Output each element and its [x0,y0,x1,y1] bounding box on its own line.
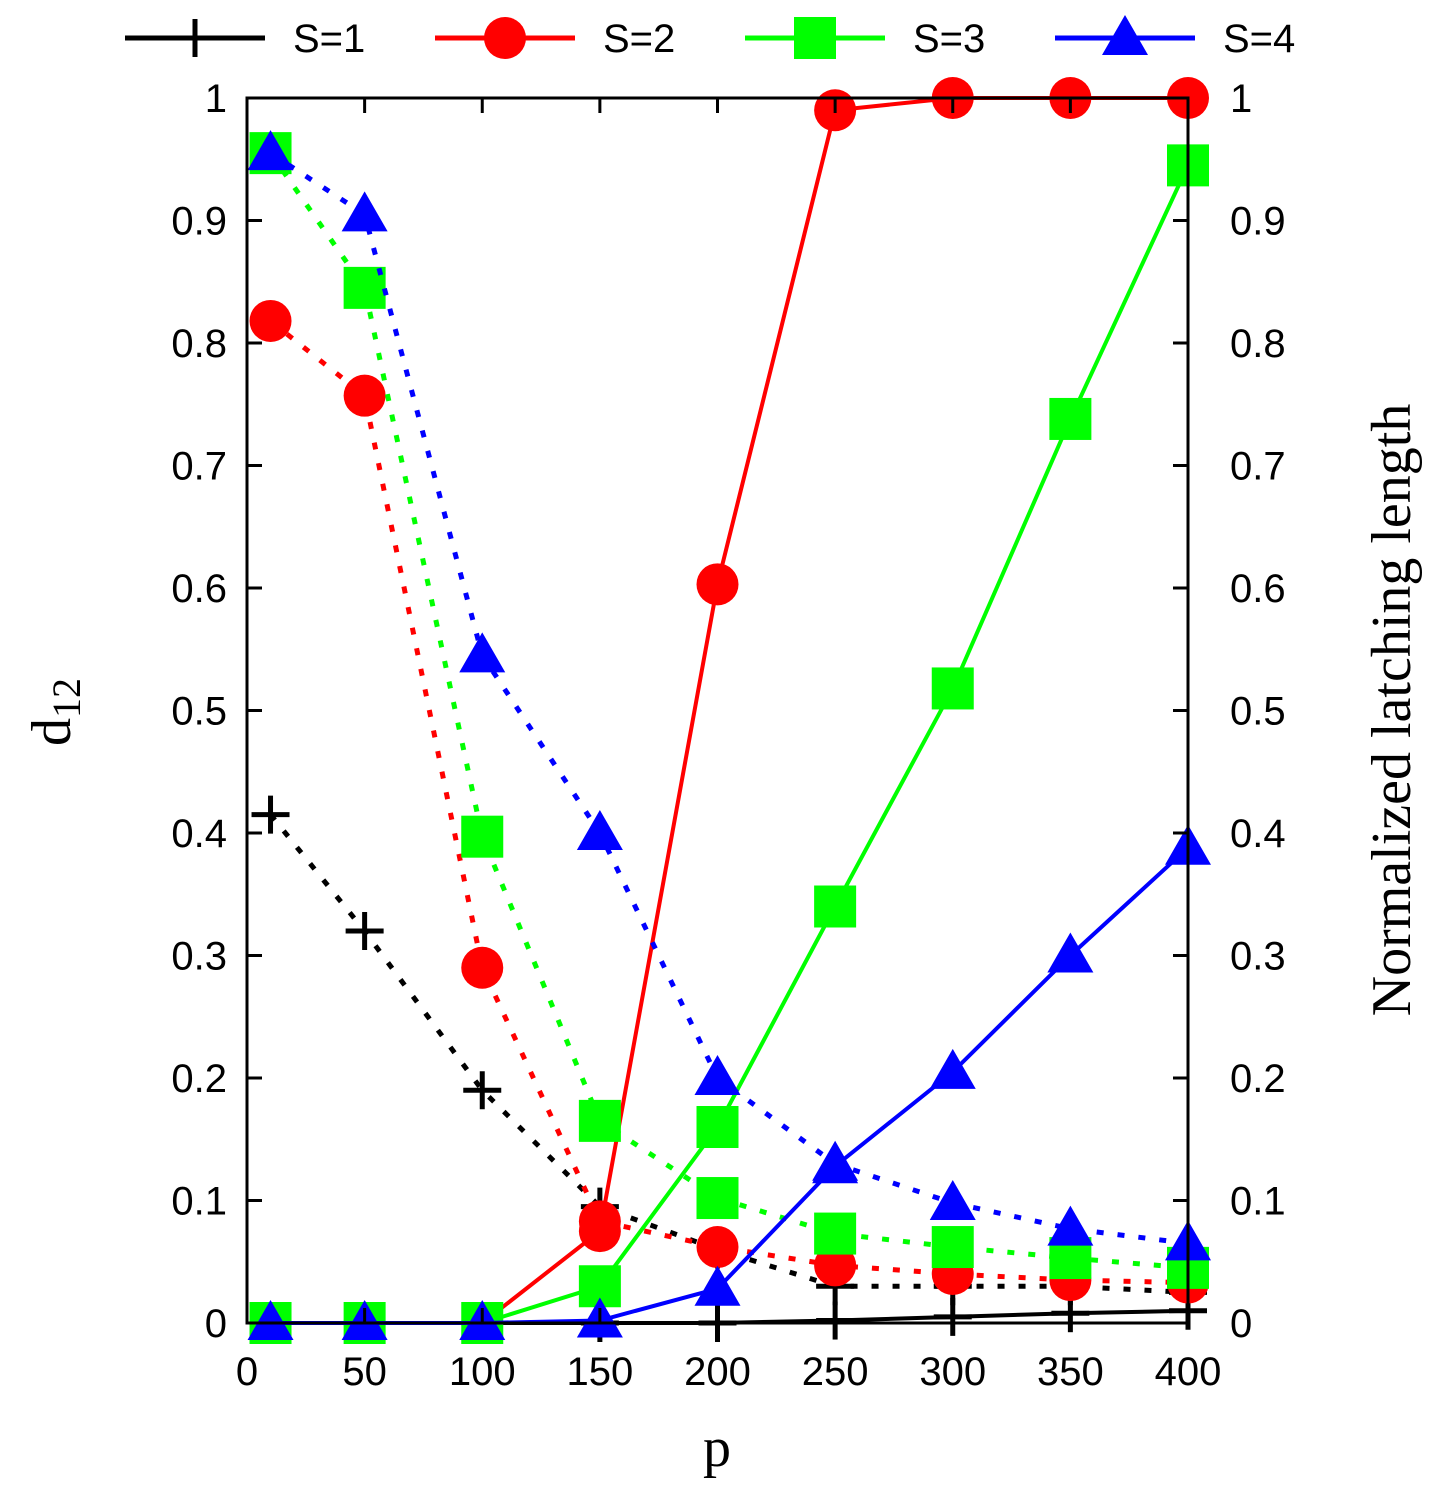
legend-item-s4: S=4 [1055,15,1295,61]
legend-marker-s4 [1102,15,1148,55]
d12-point-s4 [247,130,294,171]
d12-point-s2 [343,374,386,417]
latching-point-s2 [696,563,739,606]
latching-line-s3 [270,164,1190,1325]
d12-point-s2 [814,1244,857,1287]
y-tick-label: 0.6 [171,567,227,611]
y-tick-label: 0.9 [171,200,227,244]
y-tick-label: 0.2 [171,1057,227,1101]
legend-label-s1: S=1 [293,17,365,61]
d12-point-s4 [694,1055,741,1095]
y2-tick-label: 0.4 [1230,812,1286,856]
d12-point-s4 [459,632,506,673]
latching-point-s4 [694,1265,741,1306]
y-axis-title: d12 [21,678,89,746]
y2-tick-label: 0.3 [1230,935,1286,979]
y2-tick-label: 0.8 [1230,322,1286,366]
legend-label-s4: S=4 [1223,17,1295,61]
legend-item-s1: S=1 [125,17,365,61]
d12-point-s4 [929,1179,976,1220]
y-tick-label: 0.3 [171,935,227,979]
d12-point-s2 [696,1226,739,1269]
y2-tick-label: 0.5 [1230,690,1286,734]
latching-point-s3 [1049,397,1092,440]
x-tick-label: 250 [802,1350,869,1394]
x-tick-label: 350 [1037,1350,1104,1394]
d12-point-s3 [696,1177,739,1220]
y-tick-label: 0.8 [171,322,227,366]
d12-point-s1 [463,1071,502,1110]
d12-point-s3 [578,1099,621,1142]
series-s2 [249,77,1209,1344]
y2-tick-label: 0.2 [1230,1057,1286,1101]
y2-axis-title: Normalized latching length [1361,404,1423,1017]
y2-tick-label: 1 [1230,77,1252,121]
latching-point-s4 [1047,932,1094,973]
x-tick-label: 0 [236,1350,258,1394]
latching-point-s3 [696,1106,739,1148]
y-tick-label: 0.5 [171,690,227,734]
y2-tick-label: 0.1 [1230,1180,1286,1224]
y2-tick-label: 0 [1230,1302,1252,1346]
d12-line-s3 [268,151,1189,1271]
d12-point-s4 [1047,1205,1094,1246]
d12-point-s2 [249,299,292,342]
latching-point-s2 [578,1210,621,1253]
latching-point-s4 [247,1300,294,1340]
legend-marker-s3 [794,17,836,59]
y-tick-label: 0.4 [171,812,227,856]
d12-line-s1 [268,813,1189,1295]
legend-label-s3: S=3 [913,17,985,61]
d12-point-s4 [576,810,623,850]
d12-point-s1 [345,912,384,950]
latching-point-s3 [814,885,857,928]
x-tick-label: 300 [919,1350,986,1394]
d12-point-s4 [341,191,388,232]
legend-item-s3: S=3 [745,17,985,61]
d12-point-s1 [251,795,290,834]
y-axis-title-main: d [21,718,83,746]
latching-point-s3 [931,667,974,710]
d12-point-s3 [814,1212,857,1255]
y-tick-label: 0.7 [171,445,227,489]
x-axis-title: p [703,1417,731,1479]
legend: S=1 S=2 S=3 S=4 [125,15,1295,61]
x-tick-label: 50 [342,1350,387,1394]
x-tick-label: 150 [567,1350,634,1394]
d12-point-s2 [461,946,504,989]
legend-item-s2: S=2 [435,17,675,61]
latching-point-s4 [812,1143,859,1184]
legend-marker-s2 [484,17,526,59]
y2-tick-label: 0.9 [1230,200,1286,244]
series-s4 [247,130,1211,1340]
y2-tick-label: 0.6 [1230,567,1286,611]
y-tick-label: 1 [205,77,227,121]
d12-point-s3 [931,1226,974,1269]
legend-label-s2: S=2 [603,17,675,61]
y2-tick-label: 0.7 [1230,445,1286,489]
x-tick-label: 200 [684,1350,751,1394]
axes-layer: 0 50 100 150 200 250 300 350 40000.10.20.30.40.5… [171,77,1285,1394]
x-tick-label: 100 [449,1350,516,1394]
legend-marker-s1 [176,19,214,57]
x-tick-label: 400 [1155,1350,1222,1394]
y-tick-label: 0.1 [171,1180,227,1224]
d12-point-s3 [461,815,504,858]
latching-point-s4 [929,1048,976,1089]
series-layer [247,77,1211,1344]
y-axis-title-subscript: 12 [44,678,89,718]
y-tick-label: 0 [205,1302,227,1346]
